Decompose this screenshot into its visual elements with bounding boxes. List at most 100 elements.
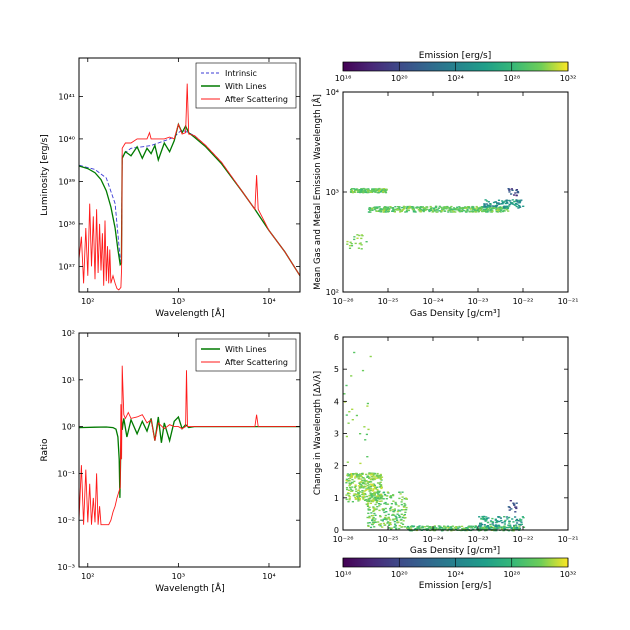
emission-wavelength-point: [415, 207, 418, 209]
emission-wavelength-point: [456, 206, 459, 208]
wavelength-change-point: [387, 513, 390, 516]
emission-wavelength-point: [462, 207, 465, 209]
emission-wavelength-point: [464, 211, 468, 213]
wavelength-change-point: [374, 498, 377, 500]
emission-wavelength-point: [468, 207, 471, 209]
wavelength-change-point: [382, 522, 386, 525]
emission-wavelength-point: [401, 209, 404, 211]
emission-wavelength-point: [519, 206, 522, 208]
wavelength-change-point: [401, 491, 404, 493]
wavelength-change-point: [393, 508, 396, 510]
wavelength-change-point: [432, 527, 435, 529]
wavelength-change-point: [385, 519, 388, 521]
wavelength-change-point: [453, 527, 456, 529]
wavelength-change-point: [418, 525, 421, 527]
wavelength-change-point: [383, 516, 387, 519]
wavelength-change-point: [348, 499, 351, 501]
wavelength-change-point: [398, 491, 401, 493]
wavelength-change-point: [406, 525, 409, 528]
wavelength-change-point: [376, 490, 380, 492]
wavelength-change-point: [461, 525, 464, 528]
emission-wavelength-point: [484, 205, 487, 208]
wavelength-change-point: [512, 502, 515, 504]
wavelength-change-point: [373, 521, 376, 523]
emission-wavelength-point: [360, 244, 363, 246]
wavelength-change-point: [405, 508, 408, 511]
wavelength-change-point: [390, 527, 393, 529]
wavelength-change-ytick-label: 5: [334, 365, 339, 374]
emission-wavelength-point: [398, 207, 401, 210]
emission-wavelength-point: [350, 245, 354, 247]
wavelength-change-point: [348, 496, 352, 498]
wavelength-change-point: [365, 495, 369, 498]
wavelength-change-point: [454, 526, 457, 528]
emission-wavelength-point: [358, 234, 361, 237]
emission-wavelength-point: [404, 211, 407, 213]
wavelength-change-point: [367, 524, 370, 527]
wavelength-change-point: [399, 493, 402, 495]
wavelength-change-point: [374, 521, 378, 523]
colorbar-tick-label: 10³²: [560, 74, 577, 83]
emission-wavelength-point: [450, 205, 453, 208]
wavelength-change-point: [369, 492, 372, 494]
emission-wavelength-point: [434, 210, 437, 212]
emission-wavelength-point: [470, 210, 473, 212]
emission-wavelength-point: [377, 191, 380, 194]
emission-wavelength-point: [449, 206, 452, 209]
wavelength-change-point: [366, 484, 369, 487]
emission-wavelength-point: [382, 211, 385, 213]
wavelength-change-point: [514, 511, 517, 513]
emission-wavelength-point: [444, 206, 447, 208]
intrinsic-line: [79, 129, 300, 277]
emission-wavelength-ytick-label: 10²: [326, 288, 339, 297]
emission-wavelength-point: [501, 200, 504, 202]
wavelength-change-point: [403, 502, 406, 505]
emission-wavelength-point: [362, 192, 365, 194]
emission-wavelength-point: [425, 208, 428, 211]
wavelength-change-point: [484, 528, 487, 530]
colorbar-tick-label: 10²⁰: [391, 570, 408, 579]
wavelength-change-point: [397, 509, 400, 511]
emission-wavelength-point: [432, 207, 435, 209]
wavelength-change-point: [371, 476, 374, 478]
wavelength-change-point: [357, 474, 360, 476]
wavelength-change-point: [510, 527, 513, 529]
wavelength-change-point: [376, 477, 379, 479]
wavelength-change-point: [368, 509, 371, 511]
colorbar-tick-label: 10²⁴: [447, 74, 464, 83]
wavelength-change-point: [351, 486, 354, 488]
emission-wavelength-point: [479, 209, 482, 211]
colorbar-tick-label: 10²⁸: [503, 570, 520, 579]
wavelength-change-point: [396, 519, 399, 521]
wavelength-change-point: [375, 496, 378, 498]
emission-wavelength-point: [450, 209, 453, 211]
emission-wavelength-point: [396, 208, 399, 211]
wavelength-change-point: [358, 476, 361, 478]
wavelength-change-point: [367, 487, 370, 489]
wavelength-change-point: [373, 508, 376, 511]
emission-wavelength-point: [378, 187, 381, 190]
wavelength-change-point: [411, 525, 414, 527]
wavelength-change-point: [382, 509, 385, 512]
wavelength-change-point: [351, 490, 354, 492]
emission-wavelength-point: [471, 207, 474, 209]
wavelength-change-point: [367, 525, 370, 527]
wavelength-change-point: [500, 519, 503, 522]
emission-wavelength-point: [384, 191, 388, 194]
wavelength-change-point: [372, 474, 375, 477]
legend-label-after-scattering: After Scattering: [225, 95, 288, 104]
wavelength-change-point: [495, 524, 498, 526]
wavelength-change-point: [480, 523, 484, 526]
wavelength-change-point: [386, 495, 389, 497]
emission-wavelength-point: [497, 203, 500, 205]
emission-wavelength-point: [377, 210, 380, 212]
wavelength-change-point: [408, 527, 411, 529]
emission-wavelength-point: [442, 207, 445, 210]
wavelength-change-point: [379, 503, 382, 505]
emission-wavelength-point: [458, 209, 461, 211]
emission-wavelength-point: [511, 189, 514, 191]
wavelength-change-point: [374, 518, 377, 520]
wavelength-change-point: [392, 500, 395, 502]
wavelength-change-point: [346, 488, 349, 491]
wavelength-change-point: [390, 528, 393, 530]
